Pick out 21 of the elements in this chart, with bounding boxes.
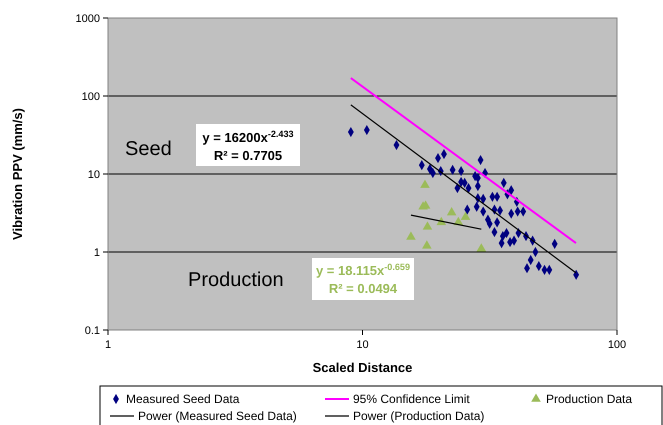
y-axis-title: Vibration PPV (mm/s) — [10, 108, 25, 240]
y-tick-label: 1 — [94, 246, 100, 259]
legend-label: Measured Seed Data — [126, 392, 240, 406]
y-tick-label: 10 — [88, 168, 100, 181]
x-tick-label: 100 — [608, 339, 626, 351]
annotation: Production — [188, 269, 284, 291]
x-tick-label: 1 — [104, 339, 112, 351]
legend-label: Power (Production Data) — [353, 409, 484, 424]
legend-label: Production Data — [546, 392, 632, 406]
annotation: R² = 0.7705 — [214, 148, 282, 163]
legend-label: 95% Confidence Limit — [353, 392, 470, 406]
y-tick-label: 1000 — [76, 12, 100, 25]
annotation: y = 16200x$^{-2.433}$ — [202, 129, 294, 145]
annotation: R² = 0.0494 — [328, 281, 398, 296]
x-axis-title: Scaled Distance — [312, 360, 412, 375]
x-tick-label: 10 — [356, 339, 369, 351]
annotation: Seed — [125, 138, 172, 160]
legend-label: Power (Measured Seed Data) — [138, 409, 297, 424]
y-tick-label: 100 — [82, 90, 100, 103]
annotation: y = 18.115x$^{-0.659}$ — [316, 262, 410, 278]
y-tick-label: 0.1 — [84, 324, 100, 337]
